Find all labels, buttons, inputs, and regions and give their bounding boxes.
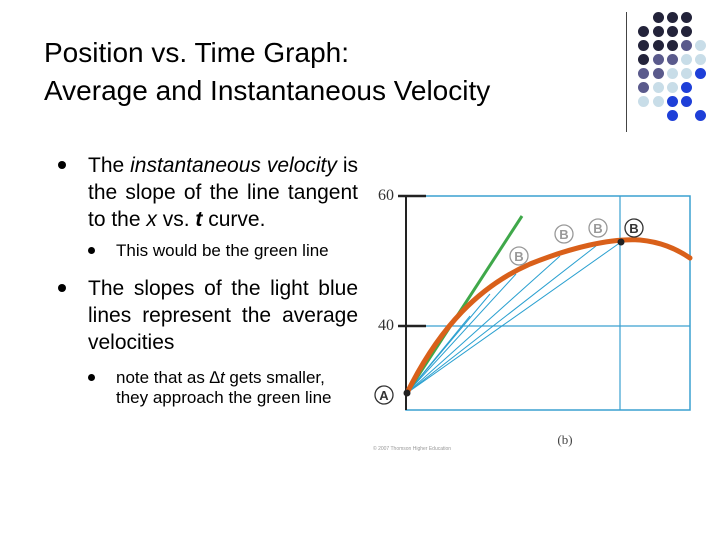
decor-dot — [666, 39, 678, 51]
decor-dot — [652, 81, 664, 93]
decor-dot — [666, 53, 678, 65]
decor-dot — [666, 11, 678, 23]
point-a — [403, 389, 411, 397]
bullet-marker — [58, 161, 66, 169]
bullet-list: The instantaneous velocity is the slope … — [58, 152, 358, 408]
decor-dot — [694, 67, 706, 79]
title-line-2: Average and Instantaneous Velocity — [44, 75, 491, 106]
decor-dot — [680, 39, 692, 51]
decor-dot — [637, 67, 649, 79]
point-b — [617, 238, 625, 246]
sub-bullet-marker — [88, 374, 95, 381]
decor-dot — [680, 67, 692, 79]
decor-dot — [680, 53, 692, 65]
graph-frame — [405, 195, 691, 411]
decor-dot — [680, 95, 692, 107]
secant-line-3 — [406, 245, 597, 394]
decor-dot — [652, 25, 664, 37]
panel-label: (b) — [557, 432, 572, 447]
decor-dot — [666, 95, 678, 107]
svg-text:B: B — [629, 221, 638, 236]
label-a: A — [374, 385, 394, 405]
sub-bullet-marker — [88, 247, 95, 254]
secant-line-2 — [406, 255, 561, 394]
label-b-3: B — [588, 218, 608, 238]
decor-dot — [652, 39, 664, 51]
title-line-1: Position vs. Time Graph: — [44, 37, 350, 68]
sub-bullet-approach: note that as ∆t gets smaller, they appro… — [58, 368, 358, 408]
title-divider — [626, 12, 627, 132]
svg-text:B: B — [559, 227, 568, 242]
bullet-marker — [58, 284, 66, 292]
position-curve — [404, 237, 693, 396]
decor-dot — [637, 53, 649, 65]
decor-dot — [680, 11, 692, 23]
decor-dot — [637, 95, 649, 107]
decor-dot — [637, 25, 649, 37]
label-b-2: B — [554, 224, 574, 244]
decor-dot — [652, 67, 664, 79]
secant-line-4 — [406, 241, 622, 394]
decor-dot — [680, 81, 692, 93]
decor-dot — [694, 109, 706, 121]
y-tick-label-60: 60 — [378, 187, 394, 204]
decor-dot — [666, 67, 678, 79]
decor-dot — [666, 25, 678, 37]
decor-dot — [680, 25, 692, 37]
tangent-line — [405, 215, 524, 394]
svg-text:B: B — [593, 221, 602, 236]
secant-line-6 — [406, 293, 491, 394]
y-tick-label-40: 40 — [378, 317, 394, 334]
slide-title: Position vs. Time Graph: Average and Ins… — [44, 34, 614, 110]
secant-line-1 — [406, 273, 517, 394]
label-b-4: B — [624, 218, 644, 238]
sub-bullet-green-line: This would be the green line — [58, 241, 358, 261]
decor-dot — [637, 39, 649, 51]
decor-dot — [694, 39, 706, 51]
decor-dot — [666, 81, 678, 93]
decor-dot — [694, 53, 706, 65]
label-b-1: B — [509, 246, 529, 266]
decor-dot — [666, 109, 678, 121]
bullet-instantaneous-velocity: The instantaneous velocity is the slope … — [58, 152, 358, 233]
decor-dot — [652, 53, 664, 65]
decor-dot — [652, 11, 664, 23]
position-time-graph: 60 40 A B B B B (b) — [374, 187, 693, 447]
copyright-note: © 2007 Thomson Higher Education — [373, 446, 452, 452]
decor-dot — [652, 95, 664, 107]
decor-dot — [637, 81, 649, 93]
svg-text:A: A — [379, 388, 389, 403]
decorative-dot-grid — [0, 0, 720, 140]
svg-text:B: B — [514, 249, 523, 264]
bullet-average-velocities: The slopes of the light blue lines repre… — [58, 275, 358, 356]
